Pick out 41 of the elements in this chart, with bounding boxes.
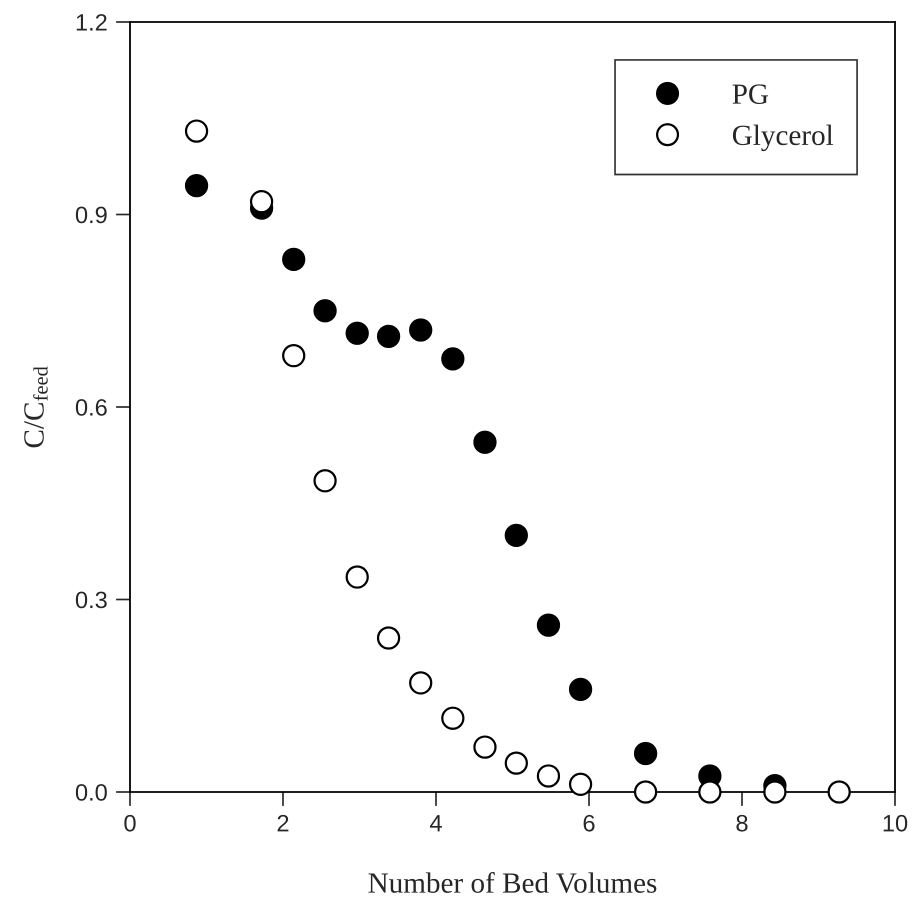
point (184, 174, 208, 198)
point (346, 322, 369, 345)
point (376, 324, 400, 348)
y-tick-label: 0.0 (76, 784, 107, 801)
point (504, 524, 528, 547)
y-axis-title: C/C$_{feed}$ (24, 366, 48, 448)
x-tick-label: 2 (278, 814, 288, 832)
point (184, 119, 208, 143)
point (282, 248, 306, 272)
point (282, 344, 306, 368)
point (313, 469, 337, 492)
point (634, 742, 658, 766)
x-tick-label: 0 (124, 814, 136, 832)
point (568, 678, 592, 701)
y-tick-label: 0.3 (76, 592, 107, 608)
point (473, 430, 497, 454)
point (634, 780, 658, 804)
point (828, 780, 851, 804)
point (536, 764, 560, 788)
point (568, 772, 592, 796)
point (409, 671, 432, 695)
y-tick-label: 1.2 (76, 14, 107, 31)
y-tick-label: 0.9 (76, 206, 107, 224)
point (536, 614, 560, 637)
x-tick-label: 4 (430, 815, 442, 832)
y-tick-label: 0.6 (76, 399, 107, 416)
point (441, 347, 464, 371)
point (376, 626, 400, 650)
point (250, 190, 274, 214)
x-tick-label: 10 (884, 814, 908, 832)
x-axis-title: Number of Bed Volumes (368, 872, 656, 894)
point (346, 565, 369, 589)
point (409, 318, 432, 342)
legend-label: Glycerol (732, 124, 834, 152)
x-tick-label: 6 (584, 814, 595, 832)
point (473, 735, 497, 759)
legend-label: PG (732, 84, 768, 104)
point (504, 751, 528, 775)
point (313, 299, 337, 322)
x-tick-label: 8 (736, 814, 748, 832)
point (441, 706, 464, 730)
